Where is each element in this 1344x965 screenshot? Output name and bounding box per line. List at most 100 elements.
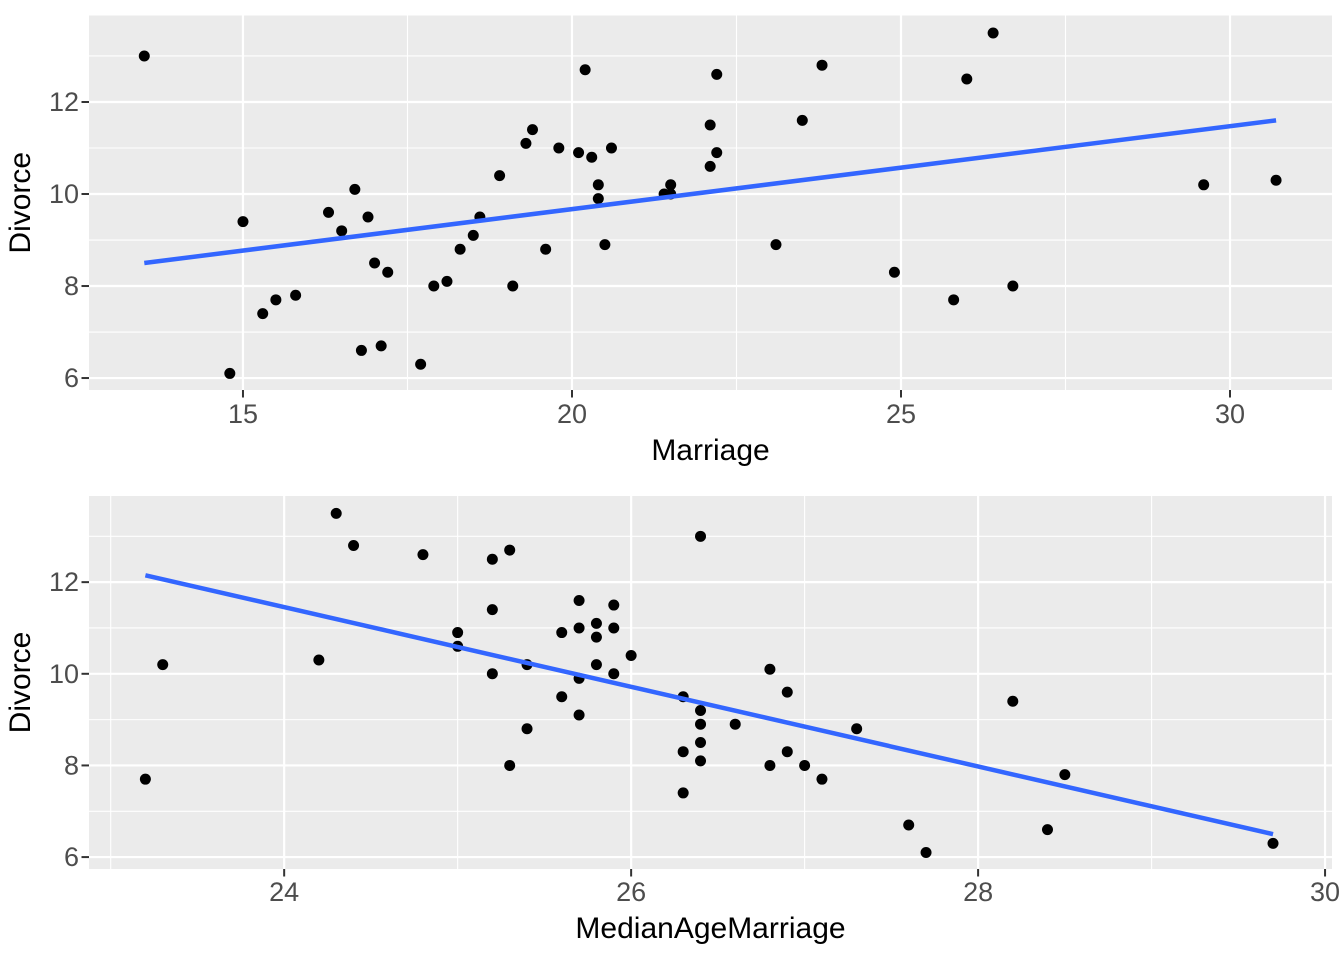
x-tick-label: 25: [886, 399, 916, 429]
x-tick-label: 26: [616, 877, 646, 907]
plot-panel-background: [89, 496, 1332, 869]
scatter-point: [454, 243, 466, 255]
scatter-point: [948, 294, 960, 306]
scatter-point: [521, 723, 533, 735]
scatter-point: [987, 27, 999, 39]
scatter-point: [695, 737, 707, 749]
y-tick-label: 8: [64, 271, 79, 301]
scatter-panel-marriage: 15 20 25 30 6 8 10 12 Marriage Divorce: [4, 15, 1332, 467]
scatter-point: [695, 530, 707, 542]
y-axis-title: Divorce: [4, 632, 37, 734]
scatter-point: [781, 746, 793, 758]
scatter-point: [592, 193, 604, 205]
scatter-point: [290, 289, 302, 301]
scatter-point: [695, 718, 707, 730]
scatter-point: [369, 257, 381, 269]
plot-panel-background: [89, 15, 1332, 390]
scatter-point: [608, 668, 620, 680]
scatter-point: [138, 50, 150, 62]
y-tick-label: 12: [49, 567, 79, 597]
y-axis-title: Divorce: [4, 152, 37, 254]
scatter-point: [590, 631, 602, 643]
scatter-point: [608, 622, 620, 634]
y-tick-label: 8: [64, 750, 79, 780]
scatter-point: [486, 668, 498, 680]
scatter-point: [729, 718, 741, 730]
scatter-point: [579, 64, 591, 76]
scatter-point: [362, 211, 374, 223]
y-tick-label: 10: [49, 179, 79, 209]
scatter-point: [1007, 695, 1019, 707]
scatter-panel-median-age-marriage: 24 26 28 30 6 8 10 12 MedianAgeMarriage Divorce: [4, 496, 1340, 945]
scatter-point: [677, 746, 689, 758]
scatter-point: [586, 151, 598, 163]
scatter-point: [770, 239, 782, 251]
scatter-point: [665, 179, 677, 191]
scatter-point: [573, 147, 585, 159]
scatter-point: [573, 594, 585, 606]
scatter-point: [851, 723, 863, 735]
scatter-point: [553, 142, 565, 154]
scatter-point: [1007, 280, 1019, 292]
scatter-point: [527, 124, 539, 136]
scatter-point: [507, 280, 519, 292]
scatter-point: [417, 549, 429, 561]
y-tick-label: 6: [64, 363, 79, 393]
y-tick-label: 10: [49, 659, 79, 689]
scatter-point: [157, 659, 169, 671]
scatter-point: [415, 358, 427, 370]
scatter-point: [375, 340, 387, 352]
regression-line: [143, 118, 1277, 266]
scatter-point: [486, 553, 498, 565]
scatter-point: [608, 599, 620, 611]
y-tick-label: 12: [49, 87, 79, 117]
scatter-point: [330, 507, 342, 519]
scatter-point: [920, 847, 932, 859]
scatter-point: [605, 142, 617, 154]
scatter-point: [816, 59, 828, 71]
scatter-point: [486, 604, 498, 616]
scatter-point: [764, 759, 776, 771]
scatter-point: [695, 755, 707, 767]
scatter-point: [139, 773, 151, 785]
scatter-point: [1059, 769, 1071, 781]
scatter-point: [494, 170, 506, 182]
scatter-point: [677, 787, 689, 799]
scatter-point: [592, 179, 604, 191]
scatter-point: [504, 759, 516, 771]
scatter-point: [799, 759, 811, 771]
scatter-point: [504, 544, 516, 556]
scatter-point: [796, 114, 808, 126]
scatter-point: [556, 691, 568, 703]
x-axis-title: MedianAgeMarriage: [575, 912, 845, 945]
scatter-point: [590, 659, 602, 671]
scatter-point: [348, 539, 360, 551]
scatter-point: [349, 183, 361, 195]
scatter-point: [556, 627, 568, 639]
scatter-point: [695, 704, 707, 716]
scatter-point: [781, 686, 793, 698]
scatter-point: [313, 654, 325, 666]
scatter-point: [257, 308, 269, 320]
scatter-point: [237, 216, 249, 228]
x-tick-label: 15: [228, 399, 258, 429]
scatter-point: [540, 243, 552, 255]
scatter-point: [382, 266, 394, 278]
scatter-point: [520, 137, 532, 149]
x-tick-label: 20: [557, 399, 587, 429]
scatter-point: [573, 622, 585, 634]
scatter-point: [625, 649, 637, 661]
scatter-point: [590, 617, 602, 629]
scatter-point: [428, 280, 440, 292]
scatter-point: [1041, 824, 1053, 836]
scatter-point: [1267, 837, 1279, 849]
scatter-point: [224, 367, 236, 379]
scatter-point: [270, 294, 282, 306]
y-tick-label: 6: [64, 842, 79, 872]
scatter-point: [711, 68, 723, 80]
scatter-point: [599, 239, 611, 251]
x-axis-title: Marriage: [651, 434, 769, 467]
scatter-point: [441, 275, 453, 287]
scatter-point: [1198, 179, 1210, 191]
scatter-point: [816, 773, 828, 785]
